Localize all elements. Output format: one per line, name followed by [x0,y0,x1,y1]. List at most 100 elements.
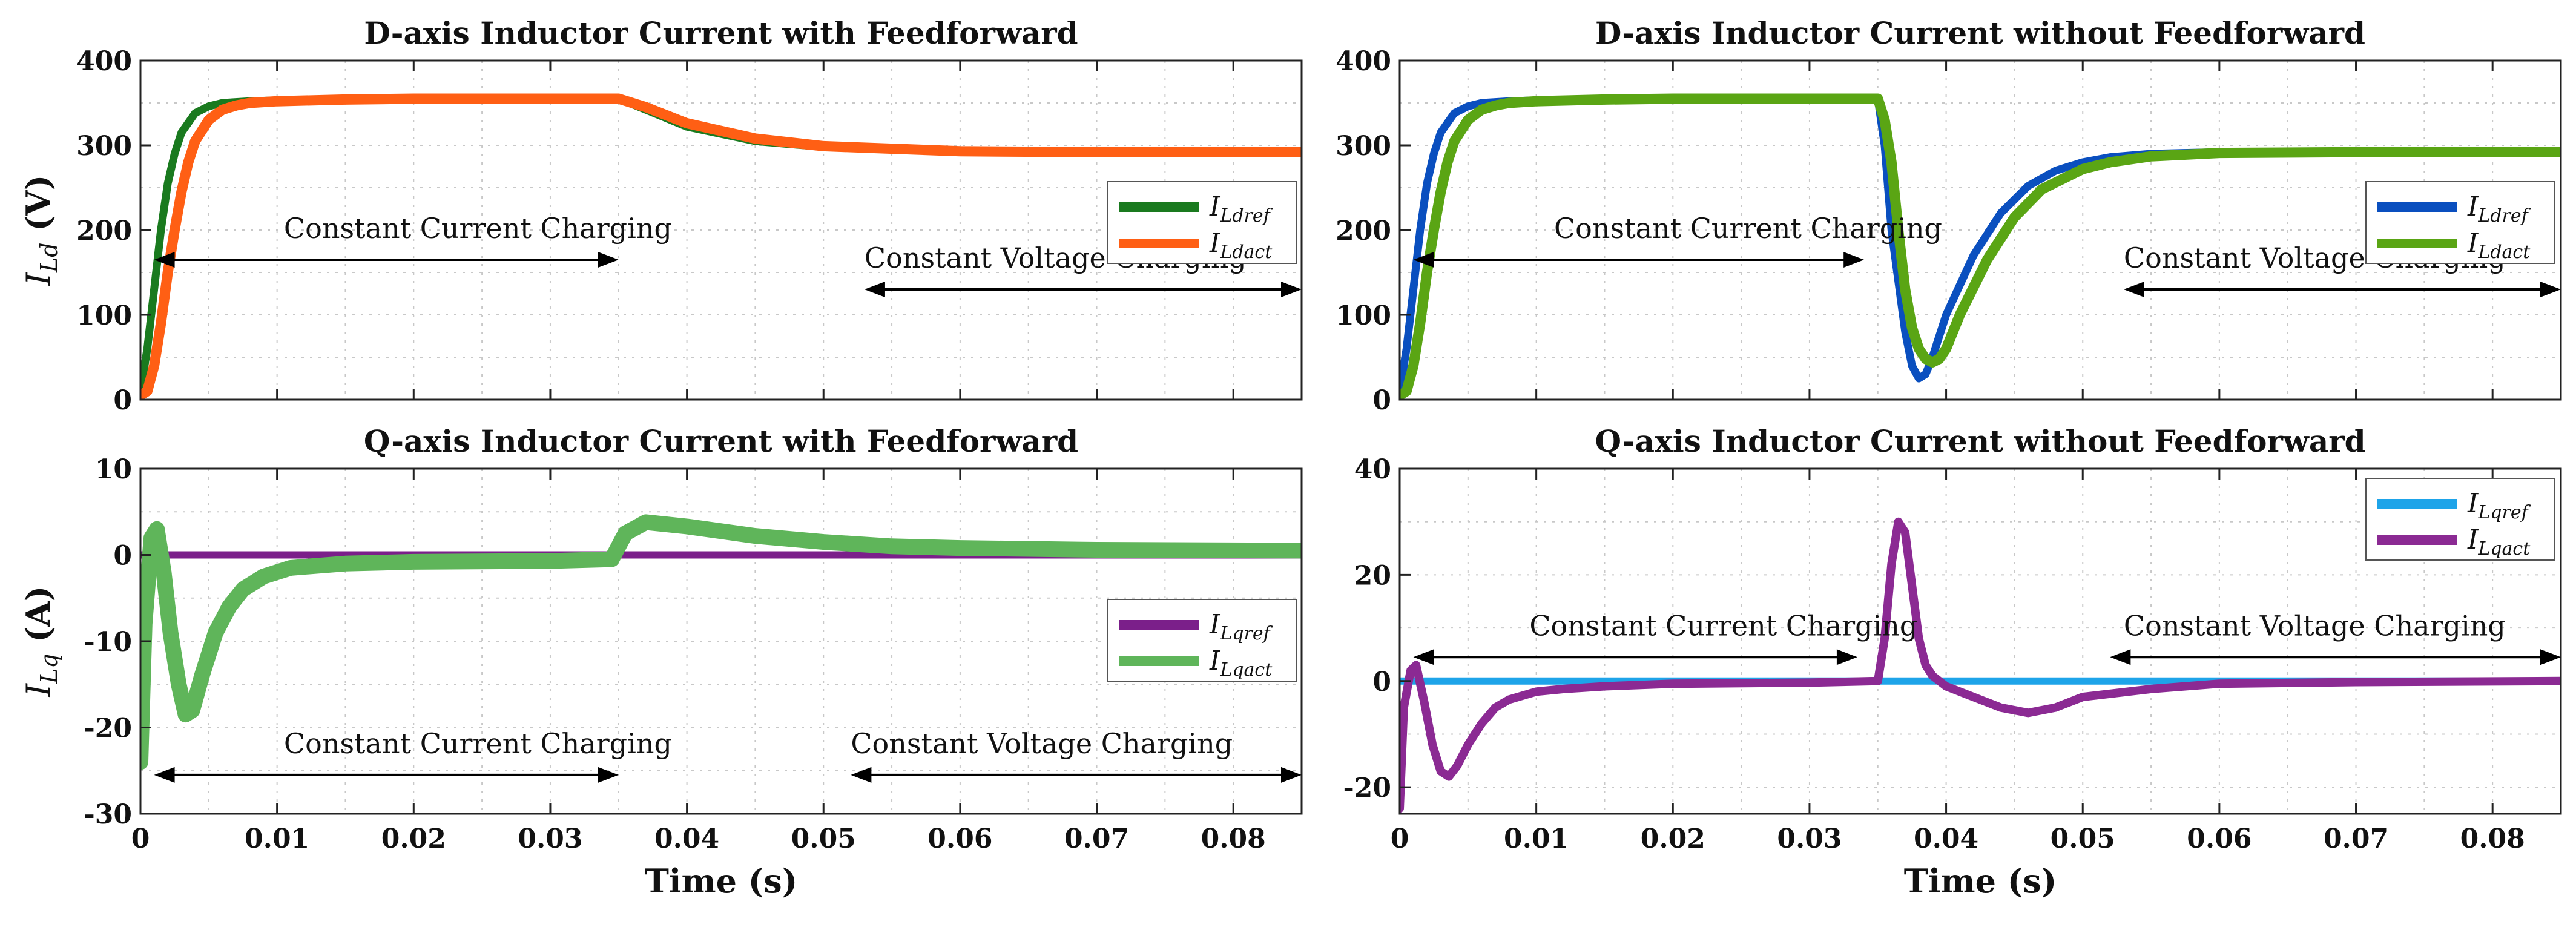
annotation-label: Constant Voltage Charging [851,727,1233,760]
annotation-label: Constant Current Charging [1554,212,1942,245]
panel-q-axis-without-feedforward: 0 0.01 0.02 0.03 0.04 0.05 0.06 0.07 0.08 -20 0 20 4… [1343,423,2562,900]
series-group [1400,93,2561,400]
annotation-arrow-head-right [1281,282,1302,297]
y-tick-label: 300 [76,131,132,162]
x-tick-label: 0.04 [1914,823,1978,854]
legend-entry: ILqact [2467,524,2531,559]
annotation-label: Constant Voltage Charging [2124,609,2506,642]
annotation-arrow-head-left [2123,282,2144,297]
annotation-label: Constant Current Charging [284,212,672,245]
y-tick-label: -10 [84,627,133,658]
annotation-constant-current: Constant Current Charging [1413,609,1917,665]
series-group [140,514,1302,770]
x-tick-label: 0.06 [2187,823,2252,854]
annotation-constant-current: Constant Current Charging [154,212,672,268]
y-tick-label: 40 [1354,454,1391,485]
y-tick-label: 0 [1372,667,1391,698]
legend-box [1107,181,1297,264]
annotation-arrow-head-right [1836,649,1857,665]
annotation-arrow-head-left [1413,649,1434,665]
x-tick-label: 0.01 [245,823,309,854]
chart-title: D-axis Inductor Current with Feedforward [364,15,1078,51]
legend-entry: ILdact [2467,228,2531,263]
annotation-arrow-head-right [598,767,619,783]
annotation-arrow-head-right [1281,767,1302,783]
y-tick-label: 100 [1336,300,1391,331]
annotation-label: Constant Current Charging [1529,609,1917,642]
legend-entry: ILdref [1209,191,1273,226]
x-tick-label: 0.02 [1641,823,1705,854]
chart-title: Q-axis Inductor Current without Feedforw… [1595,423,2365,459]
series-group [1400,517,2561,813]
x-tick-label: 0.07 [2324,823,2388,854]
x-tick-label: 0.08 [2460,823,2525,854]
legend-entry: ILdref [2467,191,2531,226]
y-tick-label: 100 [76,300,132,331]
series-line-ldact [1400,93,2561,400]
x-tick-label: 0.01 [1504,823,1569,854]
annotation-arrow-head-right [2540,282,2561,297]
x-axis-label: Time (s) [1904,862,2057,900]
annotation-constant-current: Constant Current Charging [154,727,672,783]
annotation-constant-voltage: Constant Voltage Charging [2110,609,2561,665]
x-tick-label: 0.04 [654,823,719,854]
annotation-arrow-head-left [2110,649,2131,665]
y-tick-label: 300 [1336,131,1391,162]
y-tick-label: 0 [1372,385,1391,416]
annotation-arrow-head-right [598,252,619,268]
x-tick-label: 0.06 [927,823,992,854]
series-line-ldref [1400,94,2561,395]
y-tick-label: -30 [84,799,133,830]
legend-entry: ILqref [1209,609,1273,644]
y-axis-label: ILq (A) [19,586,62,698]
annotation-arrow-head-left [154,252,175,268]
chart-title: D-axis Inductor Current without Feedforw… [1595,15,2365,51]
y-tick-label: 400 [76,46,132,77]
y-axis-label: ILd (V) [19,175,62,286]
annotation-arrow-head-left [1413,252,1434,268]
panel-q-axis-with-feedforward: 0 0.01 0.02 0.03 0.04 0.05 0.06 0.07 0.08 -30 -20 -… [19,423,1303,900]
y-tick-label: 400 [1336,46,1391,77]
y-tick-label: 0 [113,385,132,416]
panel-d-axis-without-feedforward: 0 100 200 300 400 D-axis Inductor Current wit… [1336,15,2562,416]
annotation-constant-voltage: Constant Voltage Charging [851,727,1302,783]
series-line-ldact [140,93,1302,400]
chart-title: Q-axis Inductor Current with Feedforward [364,423,1078,459]
legend-box [1107,599,1297,682]
legend-box [2365,478,2555,561]
x-tick-label: 0.02 [381,823,446,854]
x-tick-label: 0.03 [518,823,582,854]
axes-frame [1398,467,2562,815]
x-tick-label: 0.08 [1201,823,1266,854]
annotation-constant-current: Constant Current Charging [1413,212,1942,268]
series-group [140,93,1302,400]
annotation-arrow-head-right [2540,649,2561,665]
y-tick-label: -20 [84,713,133,744]
legend-entry: ILqact [1209,645,1273,681]
x-tick-label: 0.05 [2051,823,2115,854]
series-line-lqact [140,514,1302,770]
x-tick-label: 0.03 [1777,823,1842,854]
y-tick-label: 200 [76,216,132,246]
annotation-arrow-head-left [864,282,885,297]
x-tick-label: 0.07 [1064,823,1129,854]
panel-d-axis-with-feedforward: 0 100 200 300 400 D-axis Inductor Current wit… [19,15,1303,416]
annotation-arrow-head-right [1843,252,1865,268]
x-tick-label: 0.05 [791,823,856,854]
x-axis-label: Time (s) [645,862,798,900]
y-tick-label: 20 [1354,560,1391,591]
x-tick-label: 0 [1391,823,1409,854]
y-tick-label: 0 [113,541,132,572]
annotation-label: Constant Current Charging [284,727,672,760]
annotation-arrow-head-left [851,767,872,783]
legend-entry: ILdact [1209,228,1273,263]
y-tick-label: -20 [1343,773,1392,803]
annotation-arrow-head-left [154,767,175,783]
legend-entry: ILqref [2467,488,2531,523]
series-line-lqact [1400,517,2561,813]
